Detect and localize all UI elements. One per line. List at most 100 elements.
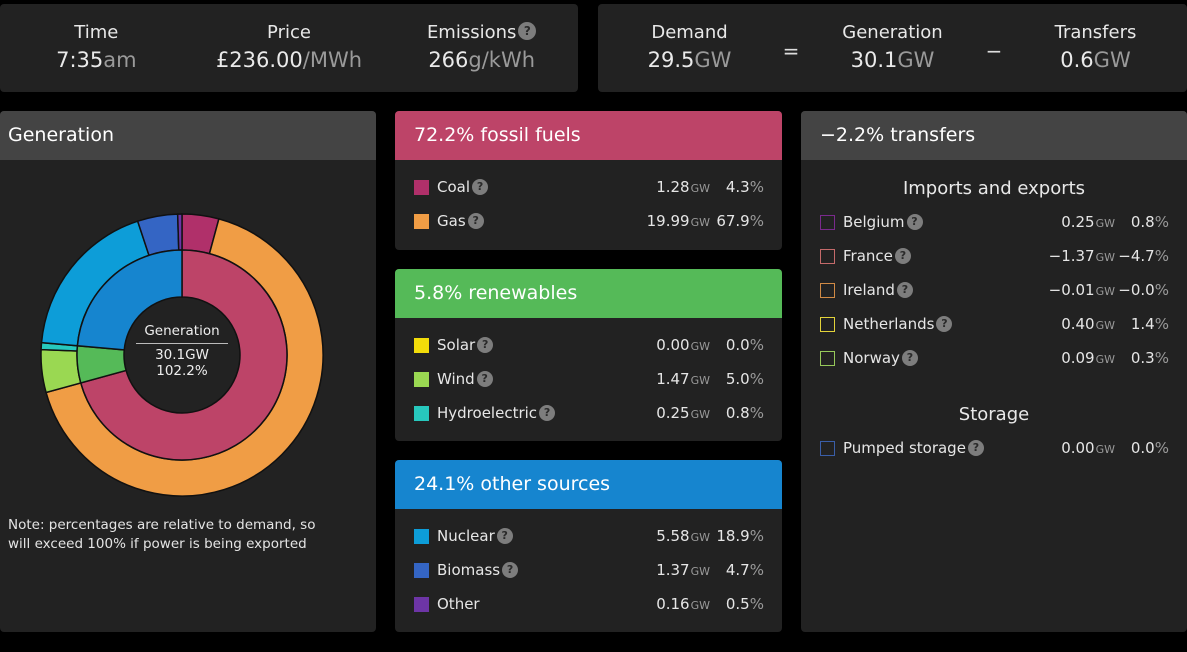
help-icon[interactable]: ? xyxy=(967,440,984,456)
emissions-stat: Emissions? 266g/kWh xyxy=(385,21,578,75)
source-percent: 5.0% xyxy=(710,370,764,388)
inner-slice-other-sources[interactable] xyxy=(76,249,183,351)
source-gw: 1.37GW xyxy=(620,561,710,579)
gw-unit: GW xyxy=(690,565,710,578)
time-stat: Time 7:35am xyxy=(0,21,193,75)
percent-value: 0.3 xyxy=(1130,349,1155,367)
source-name: Coal xyxy=(437,178,471,196)
source-gw: 1.47GW xyxy=(620,370,710,388)
source-percent: 18.9% xyxy=(710,527,764,545)
gw-value: 0.09 xyxy=(1061,349,1095,367)
source-name: Solar xyxy=(437,336,476,354)
generation-panel-title: Generation xyxy=(0,111,376,160)
gw-value: 1.28 xyxy=(656,178,690,196)
gw-value: 0.00 xyxy=(1061,439,1095,457)
price-stat: Price £236.00/MWh xyxy=(193,21,386,75)
percent-unit: % xyxy=(1154,349,1169,367)
percent-value: −0.0 xyxy=(1118,281,1155,299)
inner-slice-fossil-fuels[interactable] xyxy=(79,249,288,461)
gw-value: 1.37 xyxy=(656,561,690,579)
percent-value: 4.3 xyxy=(725,178,750,196)
generation-panel: Generation Generation 30.1GW 102.2% Note… xyxy=(0,111,376,632)
source-name: Other xyxy=(437,595,480,613)
gw-unit: GW xyxy=(1095,443,1115,456)
percent-unit: % xyxy=(749,178,764,196)
source-name: Wind xyxy=(437,370,475,388)
color-swatch xyxy=(414,528,429,544)
percent-unit: % xyxy=(749,527,764,545)
price-unit: /MWh xyxy=(302,48,363,72)
source-gw: 0.00GW xyxy=(1025,439,1115,457)
color-swatch xyxy=(414,213,429,229)
gw-value: 0.25 xyxy=(656,404,690,422)
help-icon[interactable]: ? xyxy=(906,214,923,230)
renewables-title: 5.8% renewables xyxy=(395,269,782,318)
source-percent: 0.3% xyxy=(1115,349,1169,367)
generation-label: Generation xyxy=(842,22,943,43)
gw-unit: GW xyxy=(1095,251,1115,264)
equals-operator: = xyxy=(782,39,800,63)
gw-unit: GW xyxy=(1095,319,1115,332)
help-icon[interactable]: ? xyxy=(477,337,494,353)
help-icon[interactable]: ? xyxy=(901,350,918,366)
source-name: Belgium xyxy=(843,213,905,231)
transfers-label: Transfers xyxy=(1054,22,1137,43)
source-percent: 0.5% xyxy=(710,595,764,613)
color-swatch xyxy=(820,440,835,456)
transfers-value: 0.6 xyxy=(1060,48,1094,72)
help-icon[interactable]: ? xyxy=(476,371,493,387)
help-icon[interactable]: ? xyxy=(936,316,953,332)
gw-unit: GW xyxy=(690,216,710,229)
color-swatch xyxy=(820,350,835,366)
percent-value: 0.0 xyxy=(1130,439,1155,457)
source-row-pumped-storage: Pumped storage? 0.00GW 0.0% xyxy=(820,431,1169,465)
source-gw: 0.25GW xyxy=(620,404,710,422)
color-swatch xyxy=(414,371,429,387)
source-row-norway: Norway? 0.09GW 0.3% xyxy=(820,341,1169,375)
gw-value: −0.01 xyxy=(1048,281,1095,299)
outer-slice-other[interactable] xyxy=(176,213,183,251)
color-swatch xyxy=(414,337,429,353)
source-gw: 5.58GW xyxy=(620,527,710,545)
source-percent: 0.8% xyxy=(1115,213,1169,231)
percent-value: −4.7 xyxy=(1118,247,1155,265)
source-gw: 0.09GW xyxy=(1025,349,1115,367)
help-icon[interactable]: ? xyxy=(894,248,911,264)
source-percent: 4.3% xyxy=(710,178,764,196)
donut-center-percent: 102.2% xyxy=(156,363,208,379)
other-sources-title: 24.1% other sources xyxy=(395,460,782,509)
transfers-unit: GW xyxy=(1093,48,1131,72)
percent-value: 67.9 xyxy=(716,212,750,230)
percentage-note: Note: percentages are relative to demand… xyxy=(8,517,316,552)
fossil-fuels-card: 72.2% fossil fuels Coal? 1.28GW 4.3% Gas? 19… xyxy=(395,111,782,250)
generation-stat: Generation 30.1GW xyxy=(811,21,974,75)
source-name: Nuclear xyxy=(437,527,495,545)
source-percent: 4.7% xyxy=(710,561,764,579)
imports-exports-title: Imports and exports xyxy=(902,178,1086,199)
donut-center-label: Generation 30.1GW 102.2% xyxy=(132,323,232,379)
help-icon[interactable]: ? xyxy=(472,179,489,195)
minus-operator: − xyxy=(985,39,1003,63)
percent-unit: % xyxy=(1154,439,1169,457)
help-icon[interactable]: ? xyxy=(539,405,556,421)
time-value: 7:35 xyxy=(56,48,104,72)
gw-unit: GW xyxy=(690,374,710,387)
source-name: Gas xyxy=(437,212,466,230)
percent-unit: % xyxy=(1154,315,1169,333)
help-icon[interactable]: ? xyxy=(502,562,519,578)
percent-value: 0.8 xyxy=(725,404,750,422)
help-icon[interactable]: ? xyxy=(496,528,513,544)
percent-unit: % xyxy=(1154,281,1169,299)
gw-unit: GW xyxy=(690,182,710,195)
source-gw: −1.37GW xyxy=(1025,247,1115,265)
source-row-other: Other 0.16GW 0.5% xyxy=(414,587,764,621)
gw-unit: GW xyxy=(1095,285,1115,298)
gw-value: 0.40 xyxy=(1061,315,1095,333)
help-icon[interactable]: ? xyxy=(467,213,484,229)
help-icon[interactable]: ? xyxy=(518,22,537,40)
price-value: £236.00 xyxy=(215,48,303,72)
percent-value: 18.9 xyxy=(716,527,750,545)
generation-donut-chart xyxy=(40,213,324,497)
help-icon[interactable]: ? xyxy=(896,282,913,298)
emissions-label: Emissions xyxy=(426,22,517,43)
